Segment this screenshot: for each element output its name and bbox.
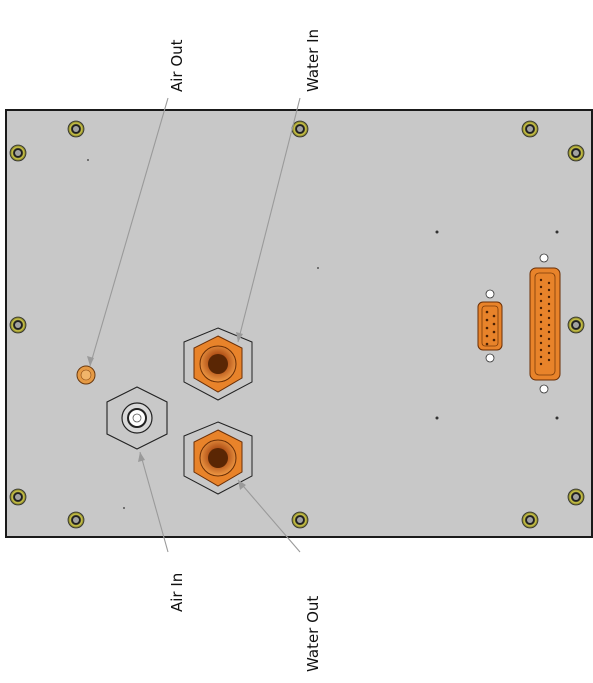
panel-marks <box>87 159 559 509</box>
mounting-screw-icon <box>521 120 539 138</box>
db25-connector-icon <box>529 253 561 394</box>
label-air-out: Air Out <box>168 39 186 92</box>
mounting-screw-icon <box>291 511 309 529</box>
mounting-screw-icon <box>567 316 585 334</box>
mounting-screw-icon <box>9 316 27 334</box>
label-water-out: Water Out <box>304 596 322 672</box>
label-water-in: Water In <box>304 29 322 92</box>
label-air-in: Air In <box>168 573 186 612</box>
mounting-screws <box>9 120 585 529</box>
air-out-port <box>76 365 96 385</box>
water-out-fitting <box>183 421 253 495</box>
mounting-screw-icon <box>67 120 85 138</box>
water-in-fitting <box>183 327 253 401</box>
mounting-screw-icon <box>291 120 309 138</box>
mounting-screw-icon <box>9 144 27 162</box>
mounting-screw-icon <box>567 144 585 162</box>
leader-lines <box>87 97 301 553</box>
mounting-screw-icon <box>521 511 539 529</box>
mounting-screw-icon <box>567 488 585 506</box>
back-panel <box>5 109 593 538</box>
db9-connector-icon <box>477 289 503 363</box>
air-in-fitting <box>106 386 168 450</box>
mounting-screw-icon <box>67 511 85 529</box>
mounting-screw-icon <box>9 488 27 506</box>
